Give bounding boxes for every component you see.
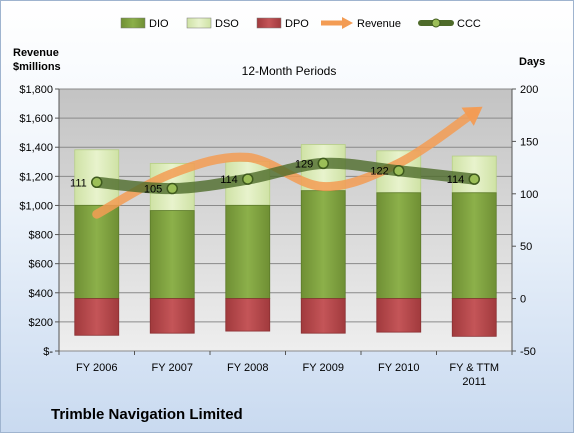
y-left-tick-label: $- (43, 346, 53, 358)
y-right-tick-label: -50 (520, 346, 536, 358)
ccc-point (91, 176, 103, 189)
dio-bar (74, 204, 120, 300)
ccc-line (91, 157, 480, 195)
y-right-tick-label: 0 (520, 294, 526, 306)
plot-area (59, 89, 512, 351)
dio-bar (451, 192, 497, 299)
y-left-tick-label: $1,600 (19, 113, 53, 125)
y-left-tick-label: $1,400 (19, 142, 53, 154)
ccc-point (468, 173, 480, 185)
ccc-series: 111 105 114 129 122 114 (70, 157, 480, 196)
chart-title: 12-Month Periods (242, 64, 337, 78)
y-right-tick-label: 200 (520, 84, 538, 96)
x-tick-label: 2011 (462, 376, 486, 388)
y-left-tick-label: $400 (29, 288, 53, 300)
y-left-label-line-1: Revenue (13, 47, 59, 59)
ccc-data-label: 114 (447, 174, 465, 186)
ccc-data-label: 114 (220, 174, 238, 186)
legend-label-dio: DIO (149, 18, 169, 30)
y-left-label-line-2: $millions (13, 61, 61, 73)
dpo-bar (376, 298, 422, 333)
y-right-label: Days (519, 56, 545, 68)
legend-label-revenue: Revenue (357, 18, 401, 30)
y-left-ticks: $- $200 $400 $600 $800 $1,000 $1,200 $1,400 $1,6… (19, 84, 59, 358)
y-left-tick-label: $1,800 (19, 84, 53, 96)
ccc-point (166, 182, 178, 195)
legend-arrow-revenue (342, 17, 353, 29)
ccc-data-label: 122 (370, 166, 388, 178)
ccc-point (393, 164, 405, 177)
company-name: Trimble Navigation Limited (51, 406, 243, 423)
y-left-tick-label: $200 (29, 317, 53, 329)
y-left-tick-label: $600 (29, 259, 53, 271)
ccc-point (242, 173, 254, 185)
ccc-data-label: 129 (295, 158, 313, 170)
legend: DIO DSO DPO Revenue CCC (120, 17, 481, 30)
dpo-bar (300, 298, 346, 334)
ccc-point (317, 157, 329, 170)
y-left-tick-label: $1,200 (19, 171, 53, 183)
y-right-tick-label: 100 (520, 189, 538, 201)
x-tick-label: FY 2010 (378, 362, 419, 374)
revenue-arrowhead (461, 106, 483, 126)
x-tick-label: FY 2008 (227, 362, 268, 374)
ccc-data-label: 111 (70, 177, 87, 189)
y-left-tick-label: $1,000 (19, 200, 53, 212)
legend-swatch-dpo (256, 17, 282, 29)
y-left-tick-label: $800 (29, 230, 53, 242)
legend-marker-ccc (431, 18, 441, 28)
dpo-bar (225, 298, 271, 332)
ccc-data-label: 105 (144, 184, 162, 196)
legend-label-ccc: CCC (457, 18, 481, 30)
legend-swatch-dio (120, 17, 146, 29)
x-ticks: FY 2006 FY 2007 FY 2008 FY 2009 FY 2010 FY & … (58, 351, 513, 388)
legend-label-dso: DSO (215, 18, 239, 30)
legend-swatch-dso (186, 17, 212, 29)
x-tick-label: FY 2007 (152, 362, 193, 374)
dpo-bar (451, 298, 497, 337)
dpo-bar (149, 298, 195, 334)
y-right-ticks: -50 0 50 100 150 200 (512, 84, 538, 358)
x-tick-label: FY 2009 (303, 362, 344, 374)
dpo-bar (74, 298, 120, 336)
y-right-tick-label: 50 (520, 241, 532, 253)
x-tick-label: FY 2006 (76, 362, 117, 374)
gridlines (58, 88, 513, 352)
dio-bar (149, 210, 195, 299)
legend-label-dpo: DPO (285, 18, 309, 30)
y-right-tick-label: 150 (520, 136, 538, 148)
dio-bar (300, 190, 346, 300)
dio-bar (376, 192, 422, 299)
bars (74, 144, 497, 337)
x-tick-label: FY & TTM (449, 362, 499, 374)
dio-bar (225, 204, 271, 300)
